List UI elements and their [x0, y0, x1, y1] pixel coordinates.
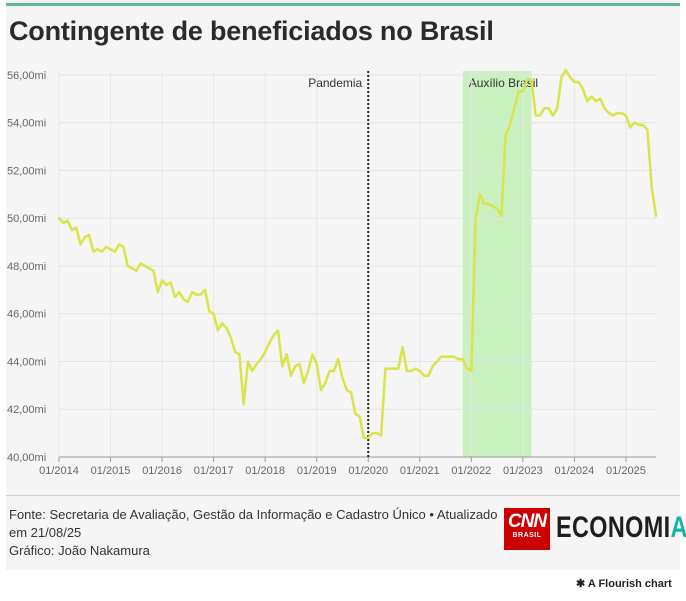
x-tick-label: 01/2015 [91, 465, 131, 477]
y-tick-label: 50,00mi [7, 213, 46, 225]
x-tick-label: 01/2018 [245, 465, 285, 477]
y-tick-label: 52,00mi [7, 165, 46, 177]
x-tick-label: 01/2024 [555, 465, 595, 477]
separator: • [429, 507, 434, 522]
y-tick-label: 46,00mi [7, 309, 46, 321]
credit-text: Gráfico: João Nakamura [9, 543, 150, 558]
economia-logo-main: ECONOMI [556, 511, 671, 544]
economia-logo[interactable]: ECONOMIA [556, 511, 686, 545]
x-tick-label: 01/2020 [348, 465, 388, 477]
x-tick-label: 01/2014 [39, 465, 79, 477]
x-tick-label: 01/2022 [451, 465, 491, 477]
series-line [57, 68, 658, 440]
chart-card: Contingente de beneficiados no Brasil Au… [6, 0, 686, 570]
cnn-logo-sub: BRASIL [512, 532, 542, 539]
x-tick-label: 01/2021 [400, 465, 440, 477]
footer-text: Fonte: Secretaria de Avaliação, Gestão d… [9, 506, 499, 560]
y-tick-label: 48,00mi [7, 261, 46, 273]
cnn-logo-word: CNN [507, 511, 547, 532]
x-tick-label: 01/2019 [297, 465, 337, 477]
y-tick-label: 40,00mi [7, 452, 46, 464]
x-tick-label: 01/2017 [194, 465, 234, 477]
updated-text: Atualizado em 21/08/25 [9, 507, 498, 540]
flourish-link[interactable]: ✱ A Flourish chart [576, 577, 672, 590]
auxilio-band [462, 71, 532, 457]
economia-logo-accent: A [671, 511, 686, 544]
pandemia-label: Pandemia [308, 76, 362, 90]
y-tick-label: 56,00mi [7, 70, 46, 82]
x-tick-label: 01/2023 [503, 465, 543, 477]
y-tick-label: 54,00mi [7, 118, 46, 130]
chart-title: Contingente de beneficiados no Brasil [9, 16, 494, 46]
auxilio-band-label: Auxílio Brasil [469, 76, 538, 90]
x-tick-label: 01/2016 [142, 465, 182, 477]
asterisk-icon: ✱ [576, 578, 586, 590]
source-text: Fonte: Secretaria de Avaliação, Gestão d… [9, 507, 426, 522]
x-tick-label: 01/2025 [606, 465, 646, 477]
footer-divider [6, 495, 680, 496]
y-tick-label: 42,00mi [7, 404, 46, 416]
cnn-brasil-logo[interactable]: CNN BRASIL [504, 508, 550, 550]
accent-bar [6, 3, 680, 6]
line-chart: Auxílio Brasil 40,00mi 42,00mi 44,00mi 46,00… [7, 68, 658, 477]
flourish-link-label: A Flourish chart [587, 578, 672, 590]
y-tick-label: 44,00mi [7, 356, 46, 368]
